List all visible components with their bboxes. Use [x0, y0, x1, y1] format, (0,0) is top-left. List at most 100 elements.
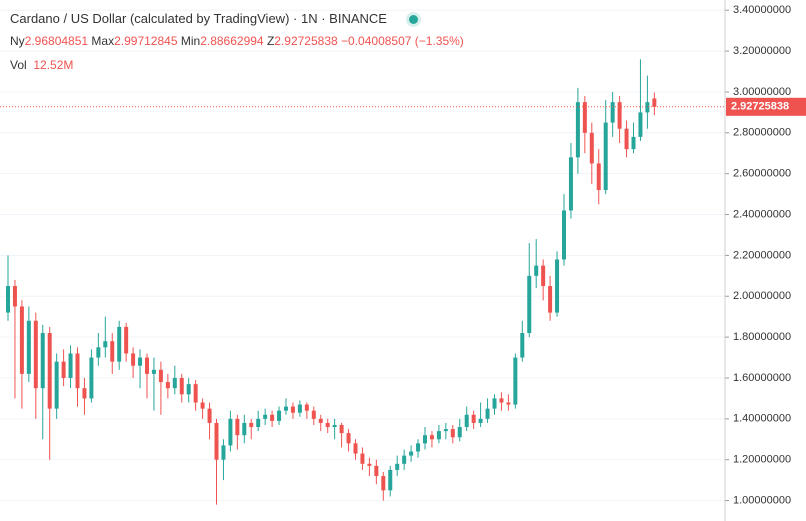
- y-tick-label: 2.80000000: [733, 127, 791, 139]
- candle-body: [457, 427, 462, 438]
- candle-body: [40, 333, 45, 389]
- candle-body: [297, 404, 302, 413]
- candle-body: [117, 326, 122, 362]
- y-tick-label: 1.20000000: [733, 454, 791, 466]
- candle-body: [193, 384, 198, 403]
- candle-body: [617, 102, 622, 129]
- y-tick-label: 1.60000000: [733, 372, 791, 384]
- y-tick-label: 1.80000000: [733, 331, 791, 343]
- candle-body: [395, 463, 400, 470]
- volume-value: 12.52M: [33, 58, 74, 72]
- y-tick-label: 2.20000000: [733, 249, 791, 261]
- candle-body: [631, 136, 636, 150]
- candle-body: [311, 410, 316, 419]
- candle-body: [249, 422, 254, 428]
- symbol-title: Cardano / US Dollar (calculated by Tradi…: [10, 11, 290, 26]
- candle-body: [429, 435, 434, 440]
- candle-body: [436, 431, 441, 440]
- y-tick-label: 3.20000000: [733, 45, 791, 57]
- candle-body: [443, 429, 448, 432]
- candle-body: [89, 357, 94, 399]
- candle-body: [263, 414, 268, 419]
- candle-body: [471, 414, 476, 423]
- candle-body: [603, 122, 608, 191]
- candle-body: [367, 463, 372, 466]
- interval: 1N: [300, 11, 318, 26]
- candle-body: [47, 333, 52, 409]
- y-tick-label: 3.40000000: [733, 4, 791, 16]
- candle-body: [158, 369, 163, 383]
- candle-body: [145, 357, 149, 374]
- legend: Cardano / US Dollar (calculated by Tradi…: [10, 8, 464, 76]
- candle-body: [450, 429, 455, 438]
- candle-body: [19, 306, 24, 374]
- candle-body: [416, 443, 421, 452]
- candle-body: [256, 418, 261, 428]
- candle-body: [423, 435, 427, 444]
- ohlc-row: Ny2.96804851 Max2.99712845 Min2.88662994…: [10, 30, 464, 52]
- candle-body: [589, 132, 594, 164]
- y-tick-label: 1.40000000: [733, 413, 791, 425]
- exchange: BINANCE: [329, 11, 387, 26]
- last-price-label: 2.92725838: [731, 101, 789, 113]
- candle-body: [568, 157, 573, 211]
- candle-body: [61, 361, 66, 378]
- candle-body: [548, 286, 553, 313]
- candle-body: [388, 469, 393, 491]
- candle-body: [527, 275, 532, 334]
- candle-body: [284, 406, 288, 411]
- status-dot: [408, 15, 418, 25]
- candle-body: [124, 326, 129, 354]
- candle-body: [179, 377, 184, 395]
- candle-body: [6, 286, 10, 313]
- candle-body: [575, 102, 580, 158]
- candle-body: [186, 384, 191, 395]
- ohlc-value: 2.99712845: [114, 34, 178, 48]
- candle-body: [214, 422, 219, 460]
- candle-body: [207, 408, 212, 423]
- candle-body: [103, 341, 108, 348]
- candle-body: [68, 353, 73, 378]
- candle-body: [652, 98, 657, 107]
- candle-body: [270, 414, 275, 421]
- candle-body: [624, 128, 629, 150]
- candle-body: [82, 388, 87, 399]
- change: −0.04008507 (−1.35%): [341, 34, 464, 48]
- candle-body: [506, 402, 511, 405]
- candle-body: [346, 433, 351, 444]
- candle-body: [221, 445, 226, 460]
- candle-body: [402, 455, 407, 464]
- candle-body: [332, 424, 337, 428]
- candle-body: [96, 347, 101, 358]
- candle-body: [277, 410, 282, 421]
- candle-body: [318, 418, 323, 423]
- candle-body: [200, 402, 205, 409]
- candle-body: [478, 418, 483, 423]
- ohlc-value: 2.96804851: [24, 34, 89, 48]
- candle-body: [562, 210, 566, 260]
- candle-body: [409, 451, 414, 456]
- candle-body: [374, 465, 379, 477]
- candle-body: [339, 424, 344, 434]
- candle-body: [242, 422, 247, 436]
- candle-body: [12, 286, 17, 307]
- candle-body: [304, 404, 309, 411]
- candle-body: [54, 361, 59, 409]
- candle-body: [534, 265, 539, 276]
- candle-body: [638, 112, 643, 137]
- candle-body: [228, 418, 233, 446]
- candle-body: [381, 476, 386, 491]
- candle-body: [138, 357, 143, 366]
- volume-label: Vol: [10, 58, 27, 72]
- candle-body: [131, 353, 136, 366]
- y-tick-label: 3.00000000: [733, 86, 791, 98]
- candle-body: [165, 382, 170, 389]
- y-tick-label: 1.00000000: [733, 494, 791, 506]
- candle-body: [555, 259, 560, 313]
- candle-body: [596, 163, 601, 191]
- candle-body: [610, 102, 615, 123]
- ohlc-value: 2.92725838: [274, 34, 338, 48]
- ohlc-value: 2.88662994: [200, 34, 264, 48]
- candle-body: [645, 102, 650, 113]
